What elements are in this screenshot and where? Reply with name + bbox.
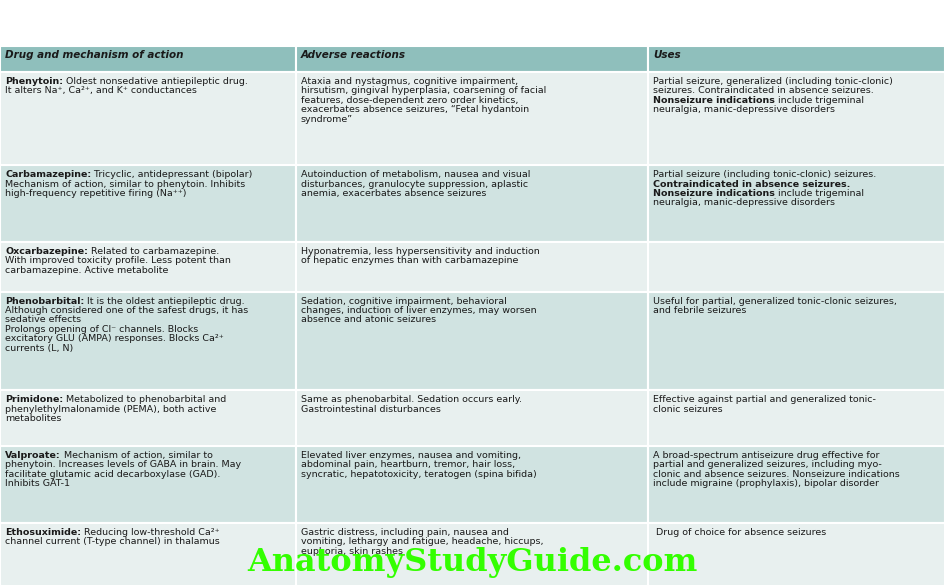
Text: abdominal pain, heartburn, tremor, hair loss,: abdominal pain, heartburn, tremor, hair … [300,461,514,469]
Text: currents (L, N): currents (L, N) [5,343,74,353]
Text: Elevated liver enzymes, nausea and vomiting,: Elevated liver enzymes, nausea and vomit… [300,451,520,460]
Text: Autoinduction of metabolism, nausea and visual: Autoinduction of metabolism, nausea and … [300,170,530,179]
Bar [648,72,944,165]
Text: and febrile seizures: and febrile seizures [652,306,746,315]
Bar [295,446,648,523]
Text: syncratic, hepatotoxicity, teratogen (spina bifida): syncratic, hepatotoxicity, teratogen (sp… [300,470,536,479]
Text: Partial seizure (including tonic-clonic) seizures.: Partial seizure (including tonic-clonic)… [652,170,876,179]
Text: neuralgia, manic-depressive disorders: neuralgia, manic-depressive disorders [652,105,834,114]
Text: Oxcarbazepine:: Oxcarbazepine: [5,247,88,256]
Text: sedative effects: sedative effects [5,315,81,325]
Text: features, dose-dependent zero order kinetics,: features, dose-dependent zero order kine… [300,96,517,105]
Bar [0,46,295,72]
Bar [295,46,648,72]
Text: AnatomyStudyGuide.com: AnatomyStudyGuide.com [247,547,697,578]
Text: Primidone:: Primidone: [5,395,63,404]
Text: Valproate:: Valproate: [5,451,60,460]
Text: It is the oldest antiepileptic drug.: It is the oldest antiepileptic drug. [84,297,244,306]
Text: Carbamazepine:: Carbamazepine: [5,170,91,179]
Text: clonic seizures: clonic seizures [652,404,722,414]
Text: Same as phenobarbital. Sedation occurs early.: Same as phenobarbital. Sedation occurs e… [300,395,521,404]
Text: absence and atonic seizures: absence and atonic seizures [300,315,435,325]
Text: Phenobarbital:: Phenobarbital: [5,297,84,306]
Text: Adverse reactions: Adverse reactions [300,50,405,60]
Text: Prolongs opening of Cl⁻ channels. Blocks: Prolongs opening of Cl⁻ channels. Blocks [5,325,198,334]
Bar [295,292,648,390]
Text: phenylethylmalonamide (PEMA), both active: phenylethylmalonamide (PEMA), both activ… [5,404,216,414]
Text: exacerbates absence seizures, “Fetal hydantoin: exacerbates absence seizures, “Fetal hyd… [300,105,529,114]
Bar [295,165,648,242]
Text: Inhibits GAT-1: Inhibits GAT-1 [5,479,70,488]
Text: disturbances, granulocyte suppression, aplastic: disturbances, granulocyte suppression, a… [300,179,528,189]
Text: Oldest nonsedative antiepileptic drug.: Oldest nonsedative antiepileptic drug. [63,77,247,86]
Text: Drug of choice for absence seizures: Drug of choice for absence seizures [652,528,826,537]
Bar [0,390,295,446]
Text: phenytoin. Increases levels of GABA in brain. May: phenytoin. Increases levels of GABA in b… [5,461,241,469]
Text: Effective against partial and generalized tonic-: Effective against partial and generalize… [652,395,875,404]
Text: Useful for partial, generalized tonic-clonic seizures,: Useful for partial, generalized tonic-cl… [652,297,896,306]
Text: Drug and mechanism of action: Drug and mechanism of action [5,50,183,60]
Text: facilitate glutamic acid decarboxylase (GAD).: facilitate glutamic acid decarboxylase (… [5,470,220,479]
Bar [295,390,648,446]
Text: vomiting, lethargy and fatigue, headache, hiccups,: vomiting, lethargy and fatigue, headache… [300,537,543,546]
Bar [295,72,648,165]
Text: Phenytoin:: Phenytoin: [5,77,63,86]
Text: Nonseizure indications: Nonseizure indications [652,96,774,105]
Text: Nonseizure indications: Nonseizure indications [652,189,774,198]
Text: Ataxia and nystagmus, cognitive impairment,: Ataxia and nystagmus, cognitive impairme… [300,77,517,86]
Bar [295,242,648,292]
Text: Ethosuximide:: Ethosuximide: [5,528,81,537]
Text: of hepatic enzymes than with carbamazepine: of hepatic enzymes than with carbamazepi… [300,256,517,265]
Text: metabolites: metabolites [5,414,61,423]
Bar [0,446,295,523]
Text: Gastrointestinal disturbances: Gastrointestinal disturbances [300,404,440,414]
Text: Related to carbamazepine.: Related to carbamazepine. [88,247,219,256]
Text: A broad-spectrum antiseizure drug effective for: A broad-spectrum antiseizure drug effect… [652,451,879,460]
Text: include migraine (prophylaxis), bipolar disorder: include migraine (prophylaxis), bipolar … [652,479,878,488]
Text: changes, induction of liver enzymes, may worsen: changes, induction of liver enzymes, may… [300,306,536,315]
Text: syndrome”: syndrome” [300,114,352,124]
Text: hirsutism, gingival hyperplasia, coarsening of facial: hirsutism, gingival hyperplasia, coarsen… [300,86,546,96]
Text: Tricyclic, antidepressant (bipolar): Tricyclic, antidepressant (bipolar) [91,170,252,179]
Text: include trigeminal: include trigeminal [774,96,863,105]
Text: Partial seizure, generalized (including tonic-clonic): Partial seizure, generalized (including … [652,77,892,86]
Text: Hyponatremia, less hypersensitivity and induction: Hyponatremia, less hypersensitivity and … [300,247,539,256]
Text: Metabolized to phenobarbital and: Metabolized to phenobarbital and [63,395,227,404]
Text: Gastric distress, including pain, nausea and: Gastric distress, including pain, nausea… [300,528,508,537]
Text: Sedation, cognitive impairment, behavioral: Sedation, cognitive impairment, behavior… [300,297,506,306]
Text: Although considered one of the safest drugs, it has: Although considered one of the safest dr… [5,306,248,315]
Text: It alters Na⁺, Ca²⁺, and K⁺ conductances: It alters Na⁺, Ca²⁺, and K⁺ conductances [5,86,196,96]
Text: excitatory GLU (AMPA) responses. Blocks Ca²⁺: excitatory GLU (AMPA) responses. Blocks … [5,334,224,343]
Text: neuralgia, manic-depressive disorders: neuralgia, manic-depressive disorders [652,198,834,207]
Bar [295,523,648,586]
Bar [0,165,295,242]
Text: clonic and absence seizures. Nonseizure indications: clonic and absence seizures. Nonseizure … [652,470,899,479]
Text: anemia, exacerbates absence seizures: anemia, exacerbates absence seizures [300,189,485,198]
Text: carbamazepine. Active metabolite: carbamazepine. Active metabolite [5,265,168,275]
Text: seizures. Contraindicated in absence seizures.: seizures. Contraindicated in absence sei… [652,86,873,96]
Bar [648,165,944,242]
Text: Uses: Uses [652,50,681,60]
Bar [648,523,944,586]
Text: With improved toxicity profile. Less potent than: With improved toxicity profile. Less pot… [5,256,230,265]
Text: Reducing low-threshold Ca²⁺: Reducing low-threshold Ca²⁺ [81,528,219,537]
Text: Mechanism of action, similar to phenytoin. Inhibits: Mechanism of action, similar to phenytoi… [5,179,245,189]
Bar [0,242,295,292]
Text: include trigeminal: include trigeminal [774,189,863,198]
Text: euphoria, skin rashes: euphoria, skin rashes [300,547,402,556]
Bar [648,292,944,390]
Text: Contraindicated in absence seizures.: Contraindicated in absence seizures. [652,179,850,189]
Text: partial and generalized seizures, including myo-: partial and generalized seizures, includ… [652,461,881,469]
Text: Mechanism of action, similar to: Mechanism of action, similar to [60,451,212,460]
Bar [648,46,944,72]
Bar [0,523,295,586]
Bar [0,72,295,165]
Bar [648,242,944,292]
Bar [648,390,944,446]
Text: channel current (T-type channel) in thalamus: channel current (T-type channel) in thal… [5,537,220,546]
Text: high-frequency repetitive firing (Na⁺⁺): high-frequency repetitive firing (Na⁺⁺) [5,189,186,198]
Bar [0,292,295,390]
Bar [648,446,944,523]
